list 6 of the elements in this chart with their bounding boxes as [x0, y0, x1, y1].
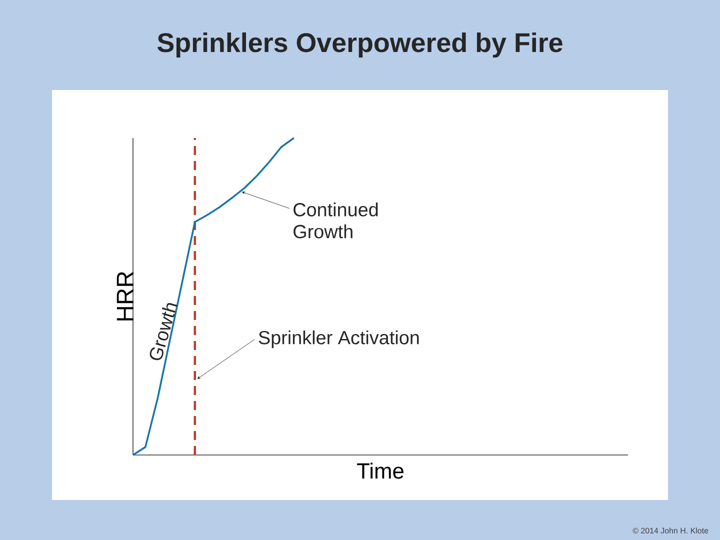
x-axis-title: Time: [357, 462, 404, 479]
annotation: Sprinkler Activation: [258, 330, 419, 348]
annotation: Growth: [150, 302, 178, 360]
y-axis-title: HRR: [116, 272, 134, 320]
chart-title: Sprinklers Overpowered by Fire: [157, 32, 562, 58]
annotation: Continued Growth: [294, 202, 378, 238]
